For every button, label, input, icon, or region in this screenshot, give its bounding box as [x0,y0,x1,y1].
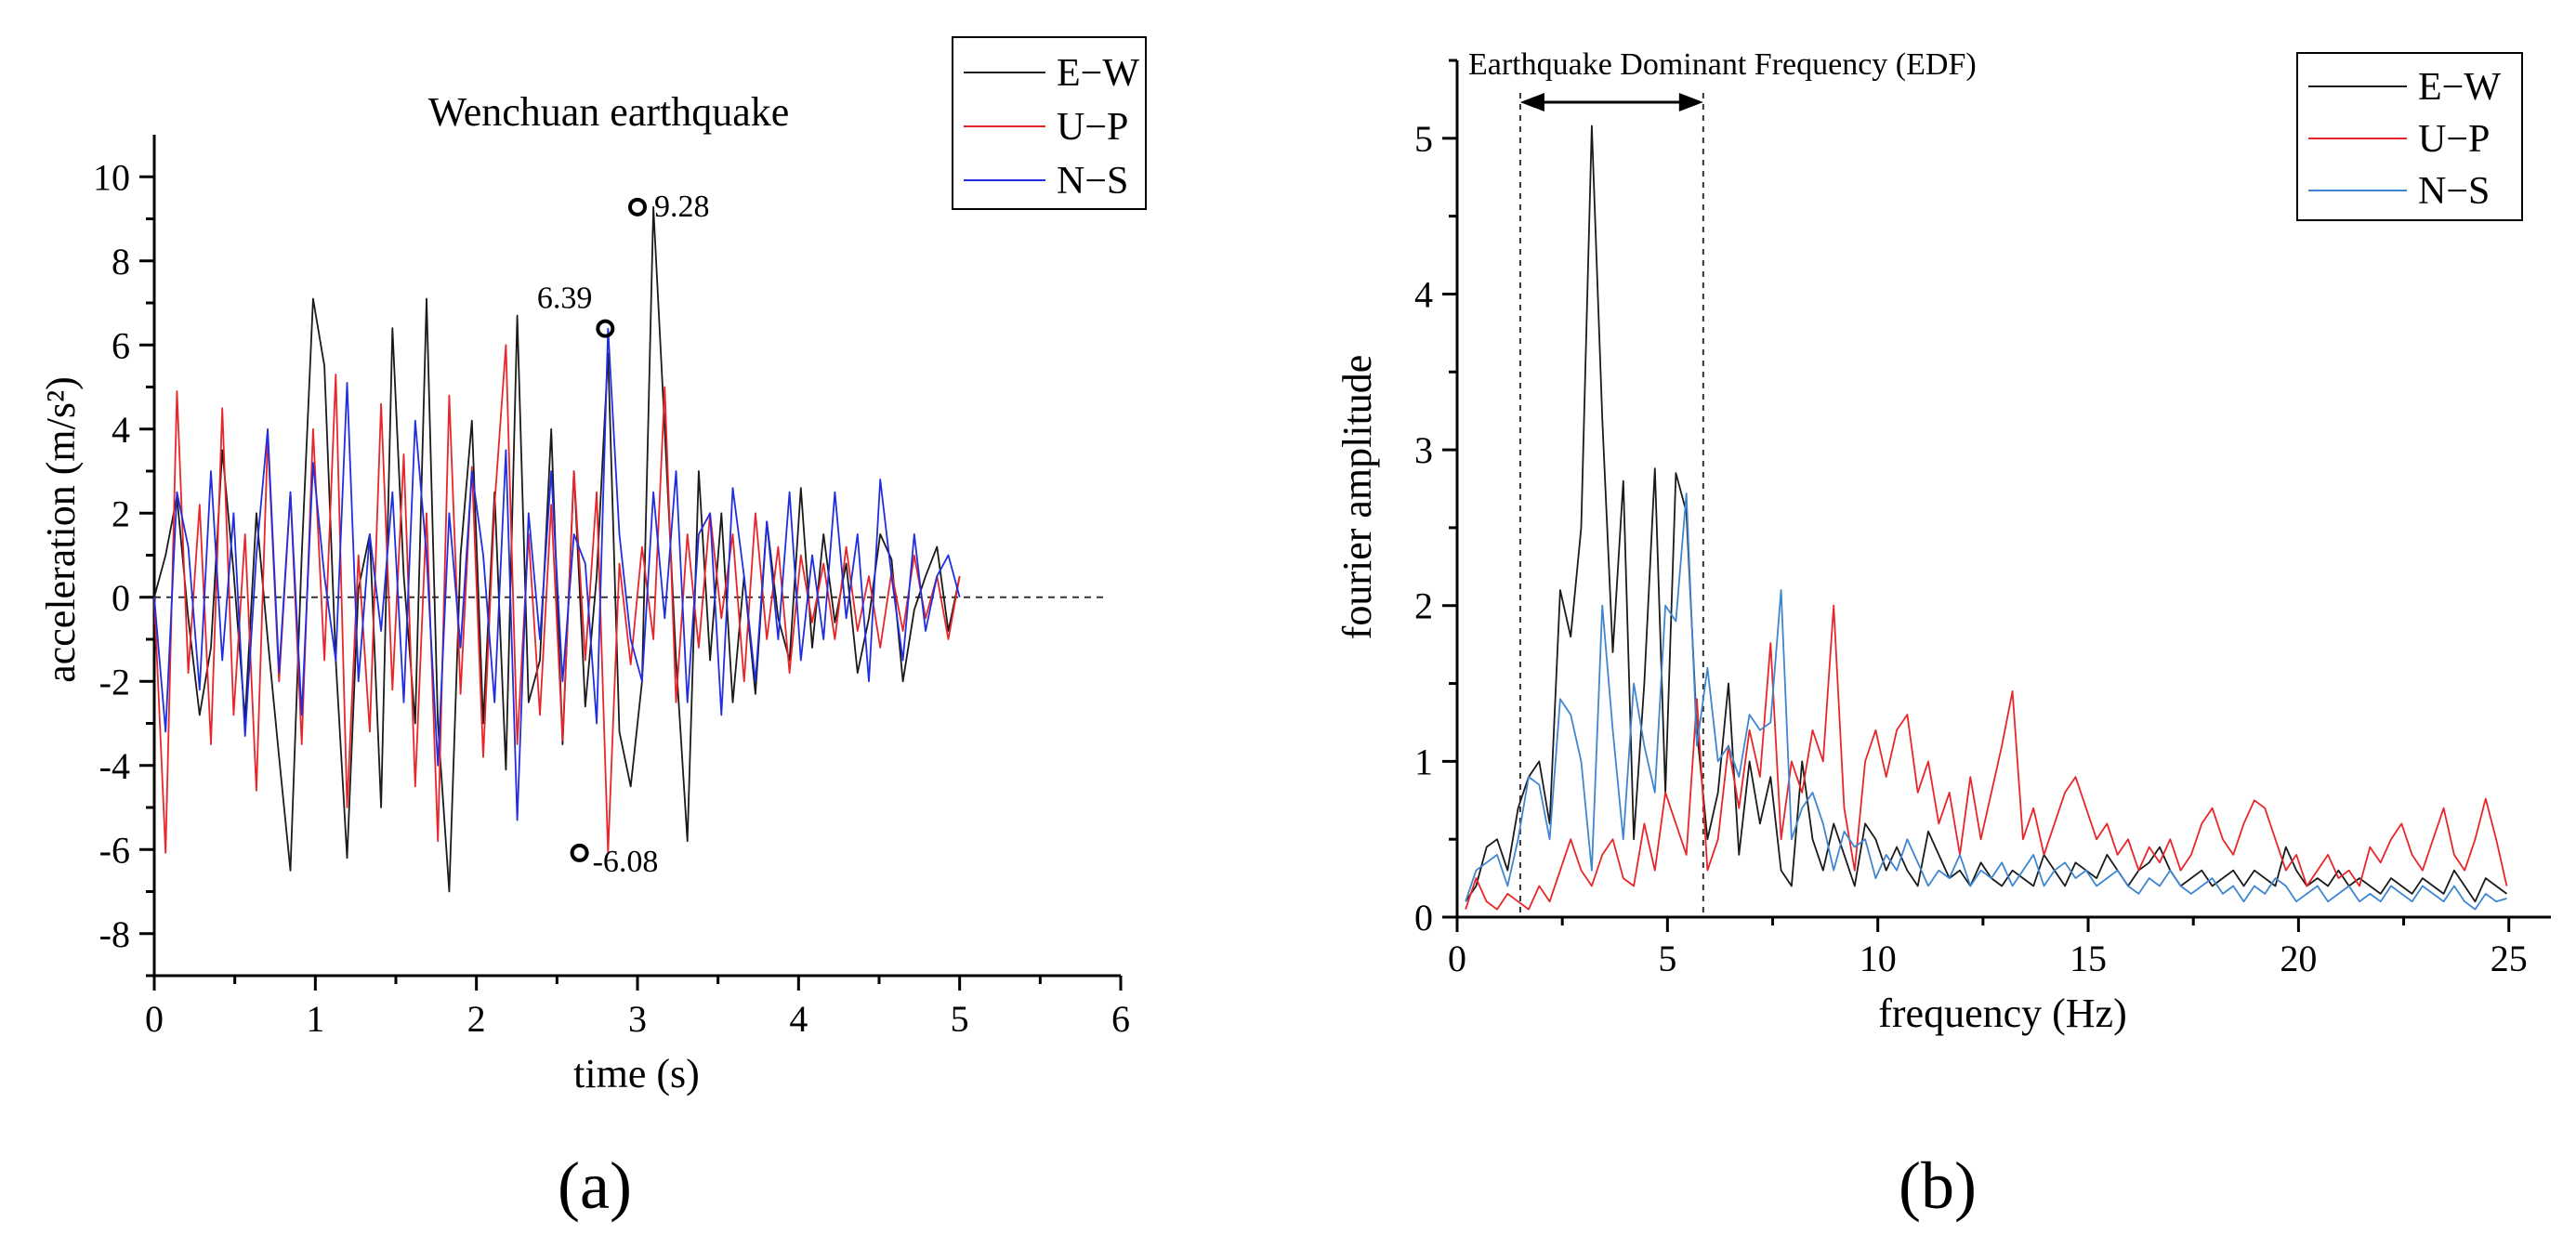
panel-a-x-axis-title: time (s) [573,1051,700,1096]
panel-b-legend-label: U−P [2418,118,2490,161]
panel-b-y-axis-title: fourier amplitude [1334,355,1380,640]
panel-b-x-axis-title: frequency (Hz) [1878,991,2127,1036]
panel-b-x-tick-label: 25 [2491,938,2528,979]
panel-a-series-line-3 [153,327,961,821]
panel-b-x-tick-label: 10 [1860,938,1897,979]
panel-b-y-tick-label: 4 [1414,273,1433,315]
panel-a-y-axis-title: acceleration (m/s²) [38,376,84,683]
panel-b-edf-arrow-right-head [1678,93,1703,112]
panel-a-x-tick-label: 4 [789,998,808,1040]
panel-a-y-tick-label: -8 [99,913,130,955]
panel-a-y-tick-label: -6 [99,829,130,871]
panel-a-acceleration-chart: 0 1 2 3 4 5 6 -8 -6 -4 -2 0 2 4 6 8 10 9.28 6.39 -6.08 Wen… [38,36,1147,1223]
panel-a-x-tick-label: 3 [628,998,647,1040]
panel-a-y-tick-label: 4 [112,409,130,451]
panel-a-peak-marker [570,843,589,862]
panel-a-x-tick-label: 2 [467,998,486,1040]
panel-b-edf-band: Earthquake Dominant Frequency (EDF) [1468,47,1977,917]
panel-a-x-tick-label: 6 [1111,998,1130,1040]
panel-a-x-tick-label: 1 [306,998,324,1040]
panel-a-y-tick-label: -2 [99,661,130,702]
panel-a-y-tick-label: 6 [112,324,130,366]
panel-a-peak-label: -6.08 [593,845,659,879]
panel-b-y-tick-label: 1 [1414,741,1433,782]
panel-b-series-line-3 [1465,492,2507,911]
panel-a-y-tick-label: -4 [99,745,130,787]
panel-a-title: Wenchuan earthquake [428,89,790,135]
panel-a-axes: 0 1 2 3 4 5 6 -8 -6 -4 -2 0 2 4 6 8 10 [93,135,1130,1040]
panel-a-y-tick-label: 2 [112,492,130,534]
panel-a-peak-label: 6.39 [537,282,593,316]
panel-a-legend-label: E−W [1057,52,1139,95]
panel-b-edf-label: Earthquake Dominant Frequency (EDF) [1468,47,1977,82]
panel-a-series [153,205,961,893]
panel-b-edf-arrow-left-head [1519,93,1544,112]
panel-a-legend-label: U−P [1057,106,1128,149]
panel-b-x-tick-label: 0 [1448,938,1466,979]
panel-a-legend: E−W U−P N−S [952,36,1147,210]
panel-b-series-line-1 [1465,125,2508,903]
panel-b-x-tick-label: 15 [2070,938,2107,979]
panel-a-y-tick-label: 10 [93,156,130,198]
panel-b-axes: 0 5 10 15 20 25 0 1 2 3 4 5 [1414,59,2551,979]
panel-a-legend-label: N−S [1057,160,1128,203]
panel-b-legend-label: N−S [2418,170,2490,213]
panel-a-annotations: 9.28 6.39 -6.08 [537,190,710,879]
panel-a-label: (a) [558,1148,632,1223]
panel-b-fourier-chart: 0 5 10 15 20 25 0 1 2 3 4 5 Earthquake Dominant Fre… [1334,47,2551,1223]
panel-b-x-tick-label: 5 [1658,938,1676,979]
panel-b-series [1465,125,2508,911]
panel-b-series-line-2 [1465,604,2508,911]
panel-a-x-tick-label: 0 [145,998,164,1040]
panel-b-y-tick-label: 2 [1414,585,1433,627]
panel-b-legend: E−W U−P N−S [2296,52,2523,221]
panel-b-legend-box [2296,52,2523,221]
panel-b-legend-label: E−W [2418,66,2501,109]
panel-b-y-tick-label: 0 [1414,897,1433,938]
panel-a-peak-marker [628,197,647,217]
panel-b-x-tick-label: 20 [2280,938,2317,979]
panel-a-peak-marker [596,319,615,338]
panel-b-y-tick-label: 3 [1414,429,1433,471]
panel-b-label: (b) [1899,1148,1977,1223]
panel-a-y-tick-label: 0 [112,577,130,619]
panel-b-y-tick-label: 5 [1414,118,1433,160]
panel-a-x-tick-label: 5 [951,998,969,1040]
panel-a-peak-label: 9.28 [654,190,710,224]
panel-a-y-tick-label: 8 [112,241,130,282]
